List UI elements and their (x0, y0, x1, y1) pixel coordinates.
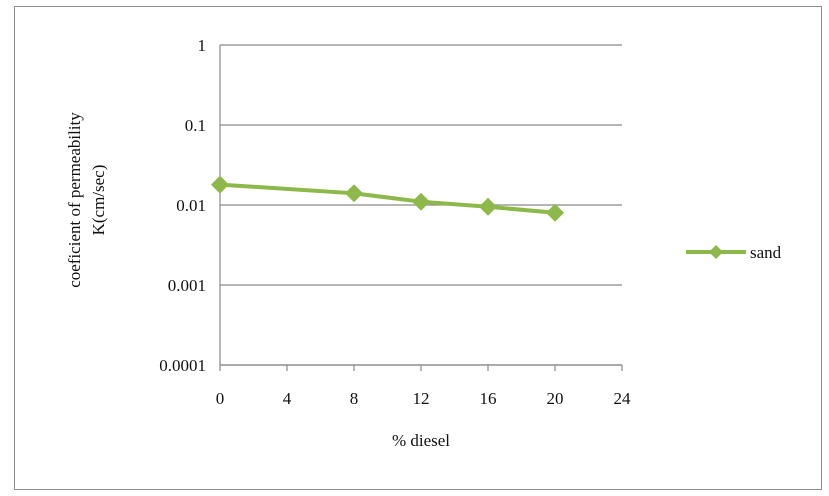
data-point-sand-0 (211, 175, 229, 194)
x-tick-labels: 0 4 8 12 16 20 24 (216, 389, 631, 408)
x-tick-label-1: 4 (283, 389, 292, 408)
y-tick-label-4: 0.0001 (159, 356, 206, 375)
data-point-sand-4 (546, 203, 564, 222)
data-point-sand-3 (479, 197, 497, 216)
x-axis-title: % diesel (392, 431, 450, 450)
y-axis-title-line-2: K(cm/sec) (89, 165, 108, 236)
x-tick-label-5: 20 (547, 389, 564, 408)
legend-label-sand: sand (750, 243, 782, 262)
axes (219, 45, 623, 371)
y-tick-label-3: 0.001 (168, 276, 206, 295)
y-tick-label-1: 0.1 (185, 116, 206, 135)
series-line-sand (219, 182, 556, 215)
y-axis-title: coeficient of permeability K(cm/sec) (65, 112, 108, 288)
data-point-sand-1 (345, 184, 363, 203)
legend-swatch-marker (709, 245, 723, 259)
data-point-sand-2 (412, 192, 430, 211)
y-axis-title-line-1: coeficient of permeability (65, 112, 84, 288)
chart-frame (14, 6, 822, 490)
y-tick-label-0: 1 (198, 36, 207, 55)
legend: sand (686, 243, 782, 262)
x-tick-label-2: 8 (350, 389, 359, 408)
x-tick-label-0: 0 (216, 389, 225, 408)
x-tick-label-6: 24 (614, 389, 632, 408)
y-tick-label-2: 0.01 (176, 196, 206, 215)
x-tick-label-4: 16 (480, 389, 497, 408)
series-group (211, 175, 564, 222)
x-tick-label-3: 12 (413, 389, 430, 408)
y-tick-labels: 1 0.1 0.01 0.001 0.0001 (159, 36, 206, 375)
